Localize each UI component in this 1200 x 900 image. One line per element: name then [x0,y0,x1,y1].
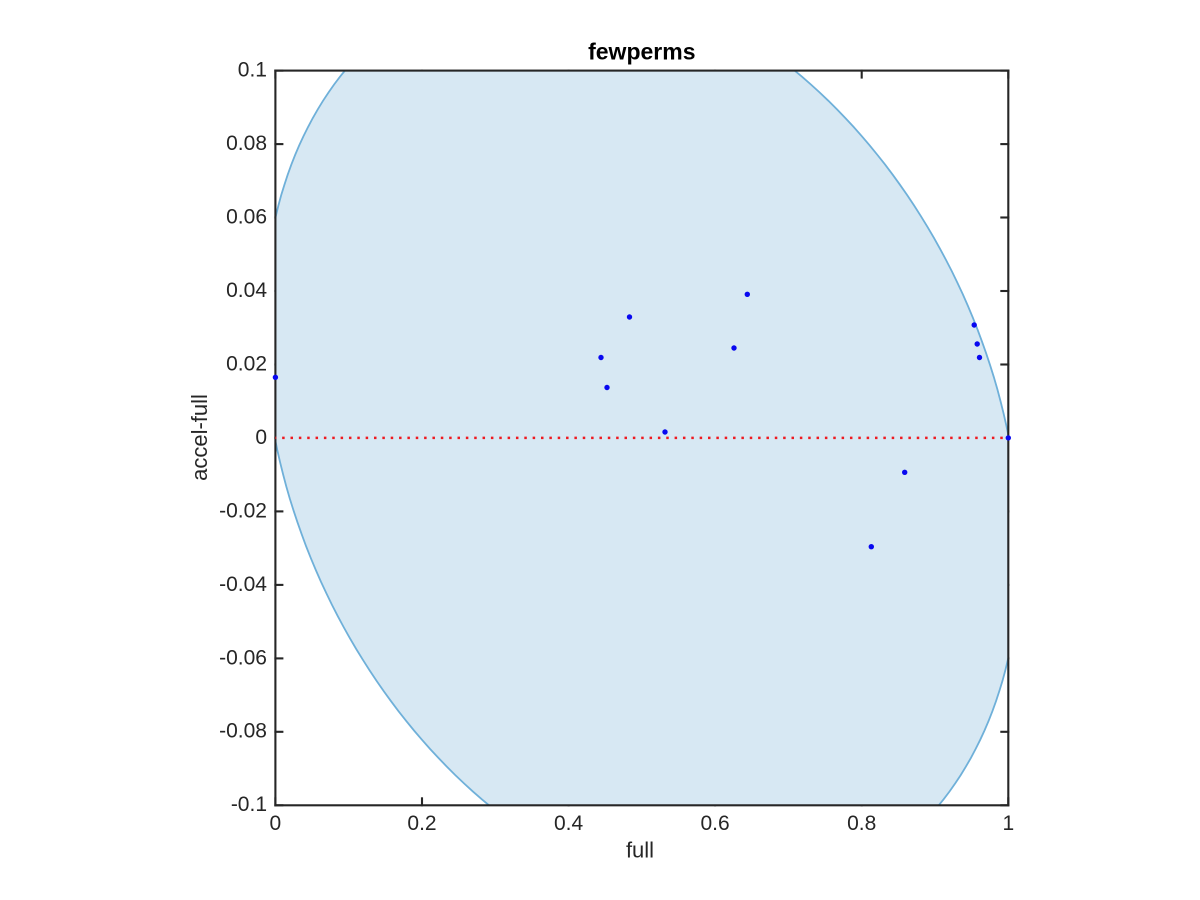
svg-text:0.02: 0.02 [226,352,267,375]
svg-text:full: full [626,838,654,863]
svg-text:-0.06: -0.06 [219,646,267,669]
svg-text:0.2: 0.2 [407,812,436,835]
svg-text:0.8: 0.8 [847,812,876,835]
svg-text:0.4: 0.4 [554,812,584,835]
svg-text:fewperms: fewperms [588,39,695,65]
svg-text:0.04: 0.04 [226,279,267,302]
svg-text:0.06: 0.06 [226,205,267,228]
svg-text:-0.02: -0.02 [219,499,267,522]
svg-text:0.1: 0.1 [238,59,267,82]
svg-text:1: 1 [1002,812,1014,835]
svg-text:0: 0 [270,812,282,835]
svg-text:0.08: 0.08 [226,132,267,155]
svg-text:0.6: 0.6 [700,812,729,835]
svg-text:-0.1: -0.1 [231,793,267,816]
svg-text:accel-full: accel-full [187,394,212,481]
svg-text:-0.08: -0.08 [219,720,267,743]
svg-text:0: 0 [255,426,267,449]
svg-text:-0.04: -0.04 [219,573,267,596]
